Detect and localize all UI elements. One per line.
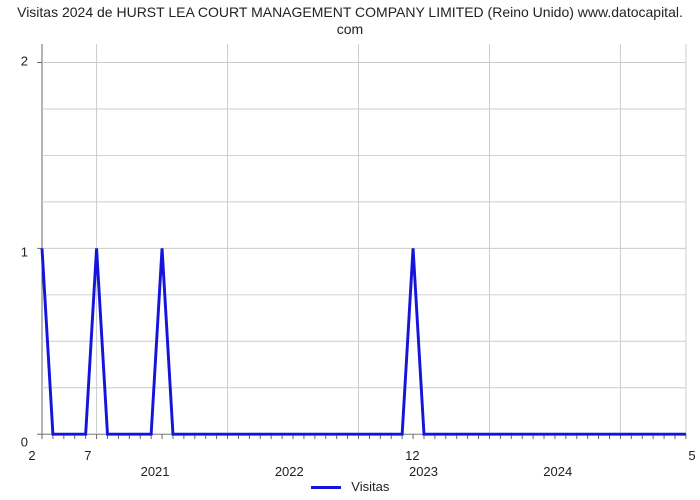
title-line2: com	[337, 21, 363, 37]
chart-title: Visitas 2024 de HURST LEA COURT MANAGEME…	[0, 0, 700, 38]
plot-area	[32, 42, 692, 442]
title-line1: Visitas 2024 de HURST LEA COURT MANAGEME…	[17, 4, 683, 20]
legend-label: Visitas	[351, 479, 389, 494]
legend: Visitas	[0, 479, 700, 494]
x-tick-label: 12	[405, 448, 419, 463]
x-tick-label: 2	[28, 448, 35, 463]
x-year-label: 2023	[409, 464, 438, 479]
x-year-label: 2024	[543, 464, 572, 479]
x-tick-label: 7	[84, 448, 91, 463]
y-tick-label: 0	[21, 435, 28, 450]
x-tick-label: 5	[688, 448, 695, 463]
chart-svg	[32, 42, 692, 442]
legend-swatch	[311, 486, 341, 489]
x-year-label: 2021	[141, 464, 170, 479]
x-year-label: 2022	[275, 464, 304, 479]
y-tick-label: 2	[21, 54, 28, 69]
y-tick-label: 1	[21, 244, 28, 259]
